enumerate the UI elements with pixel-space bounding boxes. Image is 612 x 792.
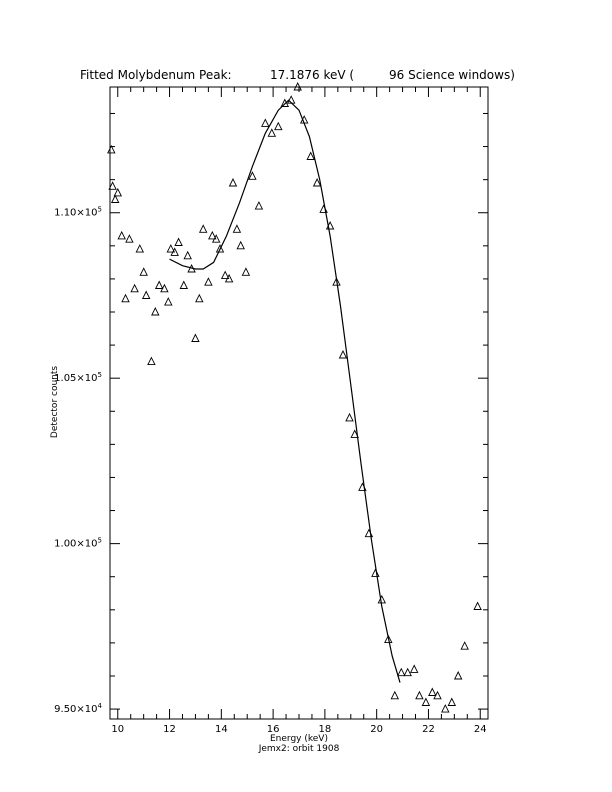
data-point: [299, 115, 309, 124]
y-tick-labels: 9.50×104 1.00×105 1.05×105 1.10×105: [54, 206, 102, 715]
data-point: [179, 280, 189, 289]
data-point: [274, 121, 283, 131]
data-point: [447, 697, 457, 706]
data-point: [125, 234, 134, 243]
data-point: [228, 177, 238, 187]
footer-label: Jemx2: orbit 1908: [258, 744, 340, 754]
data-point: [160, 283, 169, 293]
x-axis-label: Energy (keV): [270, 734, 328, 744]
data-point: [164, 297, 173, 306]
data-point: [286, 95, 296, 104]
data-point: [312, 177, 322, 187]
data-point: [409, 664, 419, 673]
data-point: [345, 412, 354, 422]
x-tick-label: 20: [370, 724, 383, 735]
data-point: [254, 201, 264, 210]
data-point: [261, 118, 270, 127]
data-point: [141, 290, 151, 299]
data-point: [350, 429, 359, 438]
y-axis-label: Detector counts: [50, 366, 60, 438]
data-point: [415, 690, 424, 700]
data-point: [151, 306, 160, 316]
x-tick-label: 18: [319, 724, 332, 735]
data-point: [293, 81, 302, 91]
data-point: [170, 247, 179, 256]
data-point: [473, 601, 482, 610]
fit-line: [169, 99, 401, 683]
data-point: [208, 230, 217, 240]
data-point: [428, 687, 437, 696]
data-point: [319, 204, 328, 213]
data-point: [135, 244, 145, 253]
data-point: [139, 267, 148, 276]
data-point: [154, 280, 164, 289]
data-point: [108, 181, 117, 190]
data-point: [397, 667, 406, 677]
data-point: [117, 230, 126, 240]
x-tick-labels: 10 12 14 16 18 20 22 24: [111, 724, 486, 735]
data-point: [421, 697, 431, 706]
fit-curve: [169, 99, 401, 683]
data-point: [174, 237, 183, 246]
data-point: [183, 250, 192, 260]
chart-title-energy: 17.1876 keV (: [270, 68, 354, 82]
chart-title-windows: 96 Science windows): [389, 68, 515, 82]
data-point: [147, 356, 156, 366]
data-point: [306, 151, 315, 160]
data-point: [390, 690, 400, 700]
x-tick-label: 14: [215, 724, 228, 735]
data-point: [325, 220, 335, 230]
data-point: [195, 293, 204, 303]
data-point: [403, 667, 412, 677]
data-point: [166, 244, 176, 253]
data-point: [377, 594, 387, 604]
data-point: [107, 144, 116, 154]
data-point: [384, 634, 393, 644]
x-tick-label: 12: [163, 724, 176, 735]
data-point: [441, 704, 450, 713]
data-point: [204, 277, 213, 286]
data-point: [453, 670, 463, 680]
data-point: [224, 273, 234, 283]
chart-title: Fitted Molybdenum Peak:: [80, 68, 232, 82]
data-point: [236, 240, 245, 250]
data-point: [198, 224, 208, 233]
y-tick-label: 1.00×105: [54, 537, 102, 550]
data-point: [433, 690, 442, 700]
x-tick-label: 16: [267, 724, 280, 735]
data-point: [191, 333, 200, 342]
data-point: [248, 171, 257, 180]
data-point: [232, 224, 242, 233]
x-tick-label: 24: [474, 724, 487, 735]
data-point: [215, 244, 225, 253]
plot-frame: [109, 86, 489, 720]
data-point: [241, 267, 251, 276]
data-point: [364, 528, 374, 538]
y-tick-label: 1.05×105: [54, 371, 102, 384]
y-tick-label: 1.10×105: [54, 206, 102, 219]
data-point: [113, 187, 123, 197]
data-point: [187, 263, 196, 273]
data-point: [460, 641, 469, 650]
y-tick-label: 9.50×104: [54, 702, 102, 715]
data-point: [280, 98, 290, 107]
data-point: [130, 283, 139, 293]
data-point: [338, 349, 348, 359]
data-point: [110, 194, 120, 203]
data-point: [220, 270, 230, 280]
data-points: [107, 81, 482, 713]
data-point: [267, 128, 277, 137]
data-point: [371, 568, 380, 577]
x-tick-label: 10: [111, 724, 124, 735]
x-tick-label: 22: [422, 724, 435, 735]
data-point: [121, 293, 130, 303]
data-point: [211, 234, 221, 243]
axis-ticks: [110, 87, 488, 719]
data-point: [358, 482, 367, 491]
data-point: [332, 277, 341, 286]
